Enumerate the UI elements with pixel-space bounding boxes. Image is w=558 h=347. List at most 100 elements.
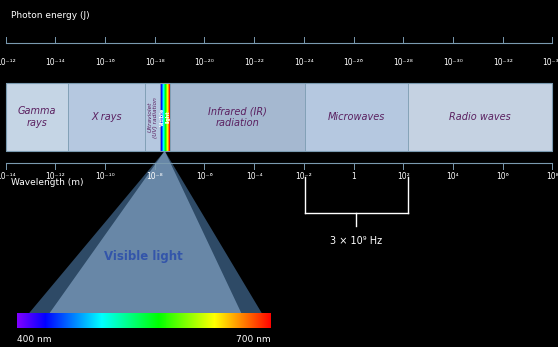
Bar xyxy=(79,313,81,328)
Bar xyxy=(156,313,157,328)
Bar xyxy=(166,83,167,151)
Bar xyxy=(170,313,172,328)
Bar xyxy=(104,313,105,328)
Bar xyxy=(233,313,234,328)
Bar xyxy=(239,313,240,328)
Bar xyxy=(165,83,166,151)
Bar xyxy=(152,313,154,328)
Text: 10⁻³⁰: 10⁻³⁰ xyxy=(443,58,463,67)
Bar xyxy=(163,83,164,151)
Bar xyxy=(225,313,227,328)
Bar xyxy=(164,83,165,151)
Bar xyxy=(25,313,26,328)
Bar xyxy=(205,313,206,328)
Text: Microwaves: Microwaves xyxy=(328,112,385,122)
Bar xyxy=(169,83,170,151)
Bar xyxy=(167,83,168,151)
Bar xyxy=(190,313,192,328)
Bar xyxy=(162,83,163,151)
Bar xyxy=(71,313,73,328)
Bar xyxy=(198,313,200,328)
Bar xyxy=(165,313,166,328)
Bar xyxy=(305,83,407,151)
Bar xyxy=(240,313,242,328)
Text: Visible
light: Visible light xyxy=(160,108,170,126)
Bar xyxy=(214,313,215,328)
Bar xyxy=(216,313,218,328)
Polygon shape xyxy=(17,151,271,328)
Bar xyxy=(23,313,25,328)
Bar xyxy=(152,313,153,328)
Bar xyxy=(75,313,77,328)
Bar xyxy=(407,83,552,151)
Bar xyxy=(106,313,108,328)
Bar xyxy=(164,83,165,151)
Bar xyxy=(65,313,67,328)
Text: Radio waves: Radio waves xyxy=(449,112,511,122)
Bar xyxy=(87,313,89,328)
Bar xyxy=(203,313,205,328)
Bar xyxy=(82,313,84,328)
Bar xyxy=(161,83,162,151)
Bar xyxy=(165,83,166,151)
Bar xyxy=(248,313,249,328)
Bar xyxy=(163,83,164,151)
Text: 10⁴: 10⁴ xyxy=(447,172,459,181)
Bar xyxy=(47,313,49,328)
Bar xyxy=(263,313,264,328)
Bar xyxy=(41,313,43,328)
Bar xyxy=(208,313,210,328)
Bar xyxy=(165,83,166,151)
Bar xyxy=(196,313,198,328)
Bar xyxy=(163,313,165,328)
Bar xyxy=(69,83,145,151)
Bar xyxy=(80,313,82,328)
Bar xyxy=(103,313,104,328)
Bar xyxy=(148,313,150,328)
Bar xyxy=(95,313,97,328)
Bar xyxy=(160,313,161,328)
Bar xyxy=(241,313,242,328)
Bar xyxy=(195,313,197,328)
Bar xyxy=(36,313,37,328)
Bar xyxy=(100,313,102,328)
Bar xyxy=(169,83,170,151)
Bar xyxy=(234,313,235,328)
Bar xyxy=(191,313,193,328)
Bar xyxy=(46,313,47,328)
Bar xyxy=(231,313,233,328)
Bar xyxy=(105,313,107,328)
Bar xyxy=(135,313,136,328)
Bar xyxy=(247,313,248,328)
Bar xyxy=(133,313,134,328)
Bar xyxy=(166,83,167,151)
Text: 10⁻⁸: 10⁻⁸ xyxy=(146,172,163,181)
Bar xyxy=(141,313,142,328)
Bar xyxy=(268,313,270,328)
Text: 10⁻²⁰: 10⁻²⁰ xyxy=(195,58,214,67)
Text: 10²: 10² xyxy=(397,172,410,181)
Bar xyxy=(30,313,31,328)
Bar xyxy=(132,313,133,328)
Bar xyxy=(165,83,166,151)
Text: 10⁻¹⁰: 10⁻¹⁰ xyxy=(95,172,115,181)
Bar xyxy=(162,83,163,151)
Bar xyxy=(166,83,167,151)
Bar xyxy=(164,83,165,151)
Bar xyxy=(215,313,217,328)
Bar xyxy=(130,313,131,328)
Bar xyxy=(101,313,103,328)
Bar xyxy=(32,313,34,328)
Bar xyxy=(31,313,32,328)
Bar xyxy=(109,313,110,328)
Bar xyxy=(167,83,168,151)
Bar xyxy=(59,313,60,328)
Bar xyxy=(76,313,78,328)
Bar xyxy=(161,83,162,151)
Bar xyxy=(252,313,253,328)
Bar xyxy=(41,313,42,328)
Bar xyxy=(184,313,185,328)
Bar xyxy=(161,83,162,151)
Bar xyxy=(163,83,164,151)
Bar xyxy=(161,83,162,151)
